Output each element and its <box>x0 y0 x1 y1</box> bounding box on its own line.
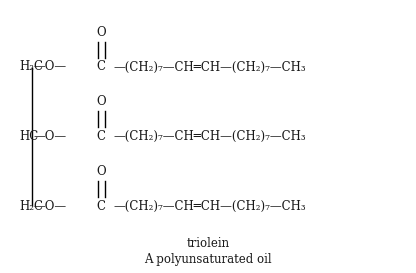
Text: —(CH₂)₇—CH═CH—(CH₂)₇—CH₃: —(CH₂)₇—CH═CH—(CH₂)₇—CH₃ <box>114 200 306 213</box>
Text: C: C <box>97 200 106 213</box>
Text: —O—: —O— <box>33 200 67 213</box>
Text: HC: HC <box>19 130 38 143</box>
Text: —(CH₂)₇—CH═CH—(CH₂)₇—CH₃: —(CH₂)₇—CH═CH—(CH₂)₇—CH₃ <box>114 130 306 143</box>
Text: —O—: —O— <box>33 60 67 73</box>
Text: A polyunsaturated oil: A polyunsaturated oil <box>144 253 272 266</box>
Text: C: C <box>97 60 106 73</box>
Text: triolein: triolein <box>186 237 230 250</box>
Text: C: C <box>97 130 106 143</box>
Text: —O—: —O— <box>33 130 67 143</box>
Text: H₂C: H₂C <box>19 60 43 73</box>
Text: —(CH₂)₇—CH═CH—(CH₂)₇—CH₃: —(CH₂)₇—CH═CH—(CH₂)₇—CH₃ <box>114 60 306 73</box>
Text: O: O <box>97 165 106 178</box>
Text: O: O <box>97 95 106 108</box>
Text: H₂C: H₂C <box>19 200 43 213</box>
Text: O: O <box>97 26 106 39</box>
